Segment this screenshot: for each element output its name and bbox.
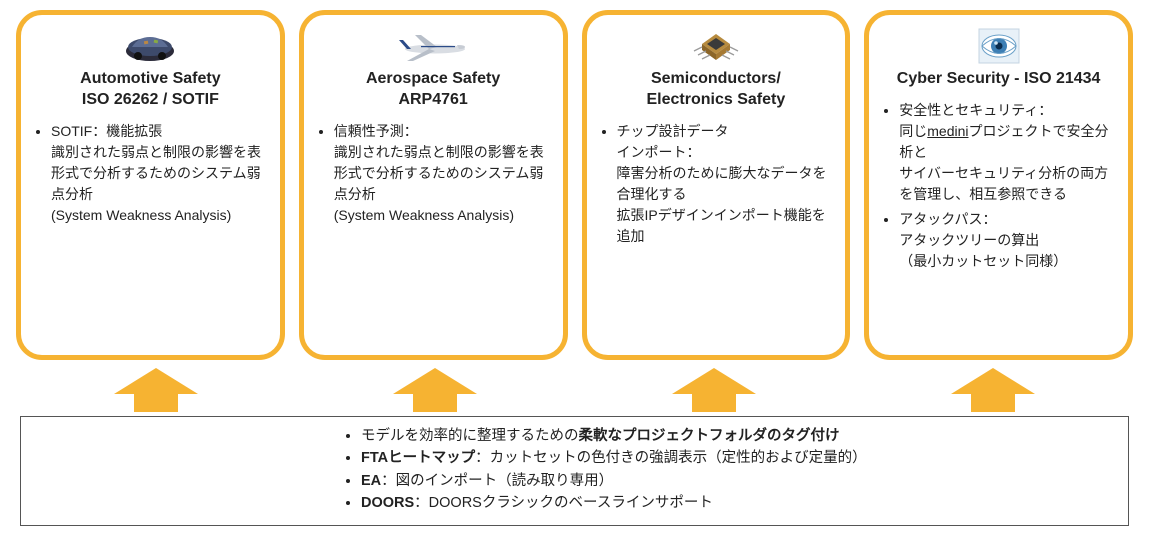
arrows-row (10, 368, 1139, 416)
card-cybersecurity: Cyber Security - ISO 21434 安全性とセキュリティ：同じ… (864, 10, 1133, 360)
card-title: Cyber Security - ISO 21434 (881, 69, 1116, 90)
card-bullets: 信頼性予測： 識別された弱点と制限の影響を表形式で分析するためのシステム弱点分析… (316, 121, 551, 226)
footer-bullet: EA：図のインポート（読み取り専用） (361, 470, 1108, 492)
footer-bullet: FTAヒートマップ：カットセットの色付きの強調表示（定性的および定量的） (361, 447, 1108, 469)
arrow-up-icon (114, 368, 198, 394)
bullet: 信頼性予測： 識別された弱点と制限の影響を表形式で分析するためのシステム弱点分析… (334, 121, 551, 226)
arrow-up-icon (393, 368, 477, 394)
bullet: アタックパス： アタックツリーの算出 （最小カットセット同様） (899, 209, 1116, 272)
eye-icon (881, 23, 1116, 69)
card-bullets: 安全性とセキュリティ：同じmediniプロジェクトで安全分析とサイバーセキュリテ… (881, 100, 1116, 272)
card-automotive: Automotive Safety ISO 26262 / SOTIF SOTI… (16, 10, 285, 360)
card-semiconductors: Semiconductors/ Electronics Safety チップ設計… (582, 10, 851, 360)
card-bullets: チップ設計データ インポート： 障害分析のために膨大なデータを合理化する 拡張I… (599, 121, 834, 247)
footer-bullet: DOORS：DOORSクラシックのベースラインサポート (361, 492, 1108, 514)
footer-box: モデルを効率的に整理するための柔軟なプロジェクトフォルダのタグ付け FTAヒート… (20, 416, 1129, 526)
car-icon (33, 23, 268, 69)
arrow-up-icon (951, 368, 1035, 394)
footer-bullets: モデルを効率的に整理するための柔軟なプロジェクトフォルダのタグ付け FTAヒート… (41, 425, 1108, 515)
card-title: Aerospace Safety ARP4761 (316, 69, 551, 111)
card-bullets: SOTIF：機能拡張 識別された弱点と制限の影響を表形式で分析するためのシステム… (33, 121, 268, 226)
card-title: Semiconductors/ Electronics Safety (599, 69, 834, 111)
bullet: チップ設計データ インポート： 障害分析のために膨大なデータを合理化する 拡張I… (617, 121, 834, 247)
cards-row: Automotive Safety ISO 26262 / SOTIF SOTI… (10, 10, 1139, 360)
airplane-icon (316, 23, 551, 69)
bullet: 安全性とセキュリティ：同じmediniプロジェクトで安全分析とサイバーセキュリテ… (899, 100, 1116, 205)
arrow-up-icon (672, 368, 756, 394)
footer-bullet: モデルを効率的に整理するための柔軟なプロジェクトフォルダのタグ付け (361, 425, 1108, 447)
card-title: Automotive Safety ISO 26262 / SOTIF (33, 69, 268, 111)
card-aerospace: Aerospace Safety ARP4761 信頼性予測： 識別された弱点と… (299, 10, 568, 360)
chip-icon (599, 23, 834, 69)
bullet: SOTIF：機能拡張 識別された弱点と制限の影響を表形式で分析するためのシステム… (51, 121, 268, 226)
